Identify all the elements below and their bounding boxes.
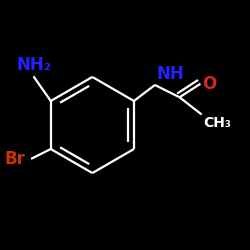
Text: NH: NH (156, 65, 184, 83)
Text: O: O (202, 75, 217, 93)
Text: NH₂: NH₂ (16, 56, 51, 74)
Text: CH₃: CH₃ (203, 116, 231, 130)
Text: Br: Br (4, 150, 25, 168)
